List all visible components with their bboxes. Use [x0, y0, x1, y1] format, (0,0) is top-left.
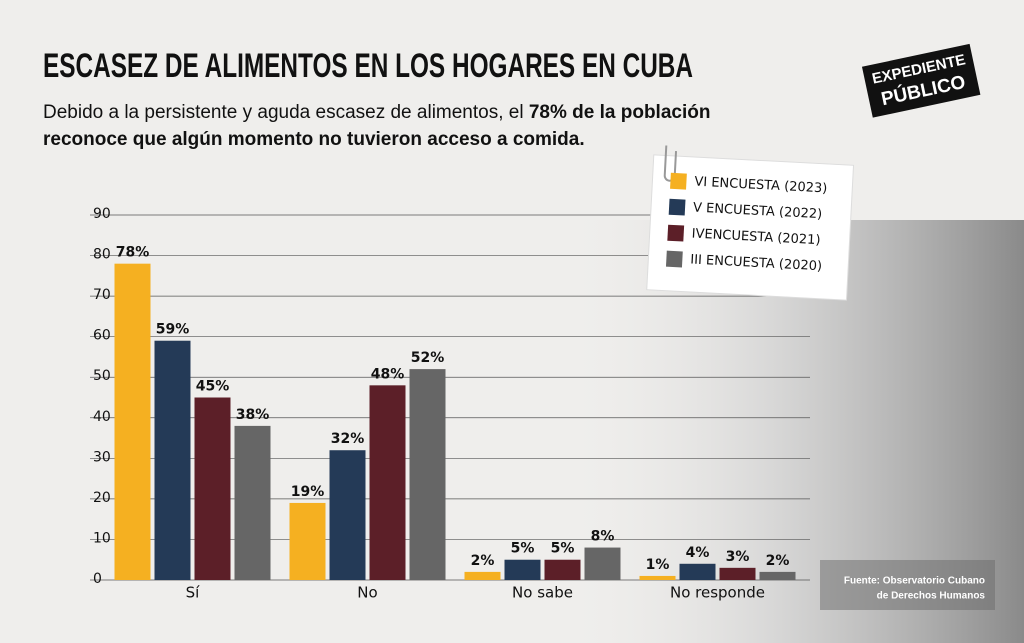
bar [194, 397, 231, 580]
bar [329, 450, 366, 580]
bar [234, 425, 271, 580]
bar [154, 340, 191, 580]
bar [584, 547, 621, 580]
y-tick-label: 30 [93, 449, 111, 465]
value-label: 32% [331, 431, 365, 447]
value-label: 52% [411, 350, 445, 366]
bar [289, 502, 326, 580]
value-label: 78% [116, 245, 150, 261]
value-label: 48% [371, 366, 405, 382]
y-tick-label: 0 [93, 571, 102, 587]
legend-card [646, 154, 855, 301]
legend-swatch [667, 224, 685, 242]
y-tick-label: 40 [93, 409, 111, 425]
value-label: 8% [591, 529, 615, 545]
bar [759, 571, 796, 580]
value-label: 2% [766, 553, 790, 569]
logo-box [861, 43, 981, 118]
legend-label: IVENCUESTA (2021) [691, 226, 821, 248]
subtitle-bold: 78% de la población [529, 102, 711, 123]
legend-swatch [670, 172, 687, 190]
source: de Derechos Humanos [877, 591, 986, 602]
source-backdrop [820, 560, 995, 610]
value-label: 4% [686, 545, 710, 561]
bar [719, 567, 756, 580]
y-tick-label: 60 [93, 328, 111, 344]
x-tick-label: Sí [186, 584, 201, 602]
legend-swatch [665, 250, 683, 268]
bar [369, 385, 406, 580]
subtitle-part: Debido a la persistente y aguda escasez … [43, 102, 529, 123]
x-tick-label: No responde [670, 584, 765, 602]
subtitle: Debido a la persistente y aguda escasez … [43, 102, 710, 123]
y-tick-label: 70 [93, 287, 111, 303]
logo: EXPEDIENTE PÚBLICO [861, 43, 981, 118]
bar [679, 563, 716, 580]
legend-label: V ENCUESTA (2022) [693, 201, 823, 223]
bar [639, 575, 676, 580]
x-tick-label: No sabe [512, 584, 573, 602]
value-label: 5% [551, 541, 575, 557]
value-label: 38% [236, 407, 270, 423]
legend-label: III ENCUESTA (2020) [690, 252, 822, 274]
legend-label: VI ENCUESTA (2023) [694, 175, 828, 197]
value-label: 1% [646, 557, 670, 573]
subtitle-line: reconoce que algún momento no tuvieron a… [43, 129, 585, 150]
bar [464, 571, 501, 580]
bar [114, 263, 151, 580]
legend-swatch [668, 198, 686, 216]
bar [409, 369, 446, 580]
value-label: 2% [471, 553, 495, 569]
y-tick-label: 50 [93, 368, 111, 384]
value-label: 59% [156, 322, 190, 338]
y-tick-label: 10 [93, 530, 111, 546]
chart-title: ESCASEZ DE ALIMENTOS EN LOS HOGARES EN C… [43, 47, 693, 85]
y-tick-label: 80 [93, 247, 111, 263]
legend: VI ENCUESTA (2023) V ENCUESTA (2022) IVENC… [646, 145, 855, 301]
value-label: 45% [196, 379, 230, 395]
y-tick-label: 90 [93, 206, 111, 222]
bar [504, 559, 541, 580]
source: Fuente: Observatorio Cubano [844, 576, 985, 587]
value-label: 5% [511, 541, 535, 557]
x-tick-label: No [357, 584, 377, 602]
y-tick-label: 20 [93, 490, 111, 506]
value-label: 19% [291, 484, 325, 500]
bar [544, 559, 581, 580]
value-label: 3% [726, 549, 750, 565]
